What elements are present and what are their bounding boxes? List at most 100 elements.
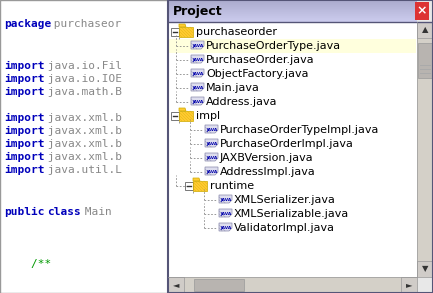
Polygon shape: [191, 83, 204, 91]
Bar: [415, 2, 429, 20]
Text: PurchaseOrderImpl.java: PurchaseOrderImpl.java: [220, 139, 354, 149]
Text: javax.xml.b: javax.xml.b: [41, 139, 122, 149]
Bar: [0, 0, 168, 293]
Bar: [168, 21, 417, 22]
Text: java.math.B: java.math.B: [41, 87, 122, 97]
Text: JAVA: JAVA: [206, 169, 217, 173]
Text: JAVA: JAVA: [206, 142, 217, 146]
Polygon shape: [219, 195, 232, 203]
Bar: [169, 39, 416, 53]
Text: JAVA: JAVA: [220, 212, 231, 215]
Text: import: import: [4, 152, 45, 162]
Text: java.io.Fil: java.io.Fil: [41, 61, 122, 71]
Text: import: import: [4, 126, 45, 136]
Bar: [417, 22, 433, 38]
Text: JAVA: JAVA: [206, 156, 217, 159]
Text: import: import: [4, 74, 45, 84]
Bar: [417, 22, 433, 277]
Text: ▲: ▲: [422, 25, 428, 35]
Text: ObjectFactory.java: ObjectFactory.java: [206, 69, 308, 79]
Text: JAXBVersion.java: JAXBVersion.java: [220, 153, 313, 163]
Bar: [168, 6, 417, 7]
Bar: [168, 11, 417, 12]
Text: runtime: runtime: [210, 181, 254, 191]
Text: purchaseorder: purchaseorder: [196, 27, 277, 37]
Polygon shape: [191, 55, 204, 63]
Polygon shape: [193, 178, 200, 181]
Bar: [168, 13, 417, 14]
Text: JAVA: JAVA: [220, 197, 231, 202]
Bar: [168, 0, 433, 293]
Polygon shape: [191, 41, 204, 49]
Text: import: import: [4, 87, 45, 97]
Text: PurchaseOrderType.java: PurchaseOrderType.java: [206, 41, 341, 51]
Text: Main.java: Main.java: [206, 83, 260, 93]
Polygon shape: [191, 97, 204, 105]
Bar: [171, 112, 179, 120]
Text: /**: /**: [4, 259, 51, 269]
Text: import: import: [4, 113, 45, 123]
Text: ×: ×: [417, 4, 427, 18]
Text: ValidatorImpl.java: ValidatorImpl.java: [234, 223, 335, 233]
Bar: [168, 20, 417, 21]
Text: ◄: ◄: [173, 280, 179, 289]
Bar: [168, 0, 433, 293]
Bar: [168, 4, 417, 5]
Text: XMLSerializable.java: XMLSerializable.java: [234, 209, 349, 219]
Text: AddressImpl.java: AddressImpl.java: [220, 167, 316, 177]
Polygon shape: [205, 125, 218, 133]
Text: impl: impl: [196, 111, 220, 121]
Bar: [168, 18, 417, 19]
Text: JAVA: JAVA: [220, 226, 231, 229]
Bar: [168, 277, 417, 293]
Text: java.util.L: java.util.L: [41, 165, 122, 175]
Bar: [401, 277, 417, 293]
Text: javax.xml.b: javax.xml.b: [41, 152, 122, 162]
Polygon shape: [191, 69, 204, 77]
Polygon shape: [219, 223, 232, 231]
Text: class: class: [47, 207, 81, 217]
Bar: [168, 17, 417, 18]
Bar: [171, 28, 179, 36]
Polygon shape: [219, 209, 232, 217]
Bar: [168, 14, 417, 15]
Bar: [179, 111, 193, 121]
Bar: [168, 2, 417, 3]
Text: javax.xml.b: javax.xml.b: [41, 126, 122, 136]
Text: import: import: [4, 139, 45, 149]
Text: javax.xml.b: javax.xml.b: [41, 113, 122, 123]
Text: PurchaseOrder.java: PurchaseOrder.java: [206, 55, 315, 65]
Bar: [168, 12, 417, 13]
Bar: [179, 27, 193, 37]
Text: Address.java: Address.java: [206, 97, 278, 107]
Bar: [168, 5, 417, 6]
Text: XMLSerializer.java: XMLSerializer.java: [234, 195, 336, 205]
Text: public: public: [4, 207, 45, 217]
Text: java.io.IOE: java.io.IOE: [41, 74, 122, 84]
Polygon shape: [179, 24, 186, 27]
Bar: [417, 261, 433, 277]
Bar: [0, 0, 168, 293]
Bar: [168, 8, 417, 9]
Bar: [168, 0, 417, 1]
Text: PurchaseOrderTypeImpl.java: PurchaseOrderTypeImpl.java: [220, 125, 379, 135]
Text: Main: Main: [78, 207, 112, 217]
Text: JAVA: JAVA: [192, 71, 203, 76]
Bar: [168, 10, 417, 11]
Bar: [193, 181, 207, 191]
Text: JAVA: JAVA: [192, 100, 203, 103]
Polygon shape: [205, 167, 218, 175]
Bar: [168, 15, 417, 16]
Bar: [418, 43, 432, 78]
Text: ▼: ▼: [422, 265, 428, 273]
Bar: [168, 7, 417, 8]
Bar: [168, 22, 417, 277]
Text: JAVA: JAVA: [192, 43, 203, 47]
Bar: [168, 16, 417, 17]
Bar: [168, 1, 417, 2]
Bar: [168, 19, 417, 20]
Bar: [168, 277, 184, 293]
Text: purchaseor: purchaseor: [47, 19, 122, 29]
Text: import: import: [4, 61, 45, 71]
Bar: [168, 9, 417, 10]
